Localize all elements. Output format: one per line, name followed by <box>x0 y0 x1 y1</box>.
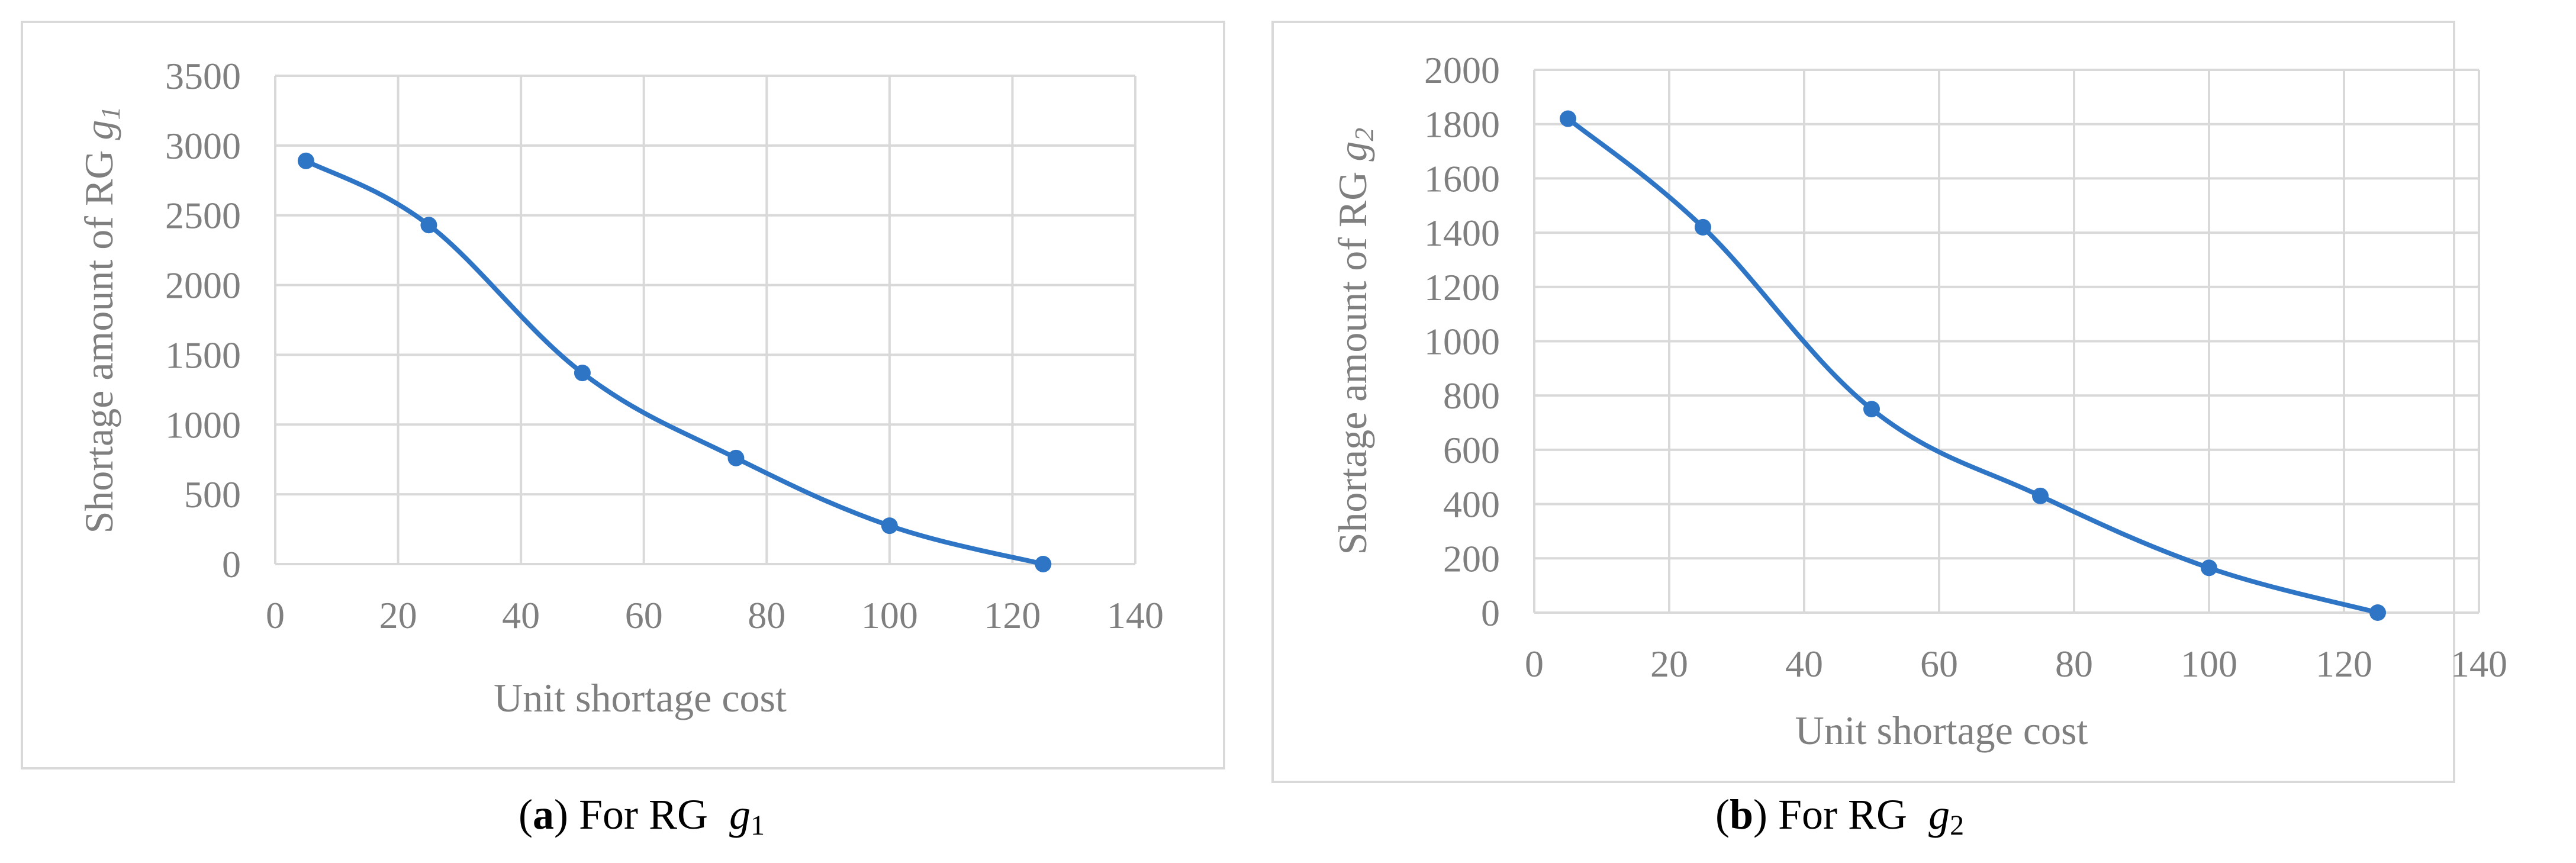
chart-b-data-point <box>2369 604 2386 621</box>
chart-b-y-tick-label: 600 <box>1443 429 1500 471</box>
caption-b-text: For RG <box>1778 791 1908 838</box>
chart-b-data-point <box>2032 487 2049 504</box>
chart-a-x-tick-label: 0 <box>266 594 285 636</box>
caption-a-sub: 1 <box>751 810 765 841</box>
chart-b-y-tick-label: 1200 <box>1424 266 1500 308</box>
chart-a-y-tick-label: 1500 <box>165 334 241 376</box>
caption-a-letter: a <box>532 791 554 838</box>
chart-a-x-axis-title: Unit shortage cost <box>494 675 787 720</box>
chart-a-x-tick-label: 40 <box>502 594 540 636</box>
chart-a-x-tick-label: 80 <box>748 594 785 636</box>
chart-b-y-tick-label: 0 <box>1481 592 1500 634</box>
chart-a-y-tick-label: 2500 <box>165 195 241 237</box>
chart-b-y-tick-label: 1600 <box>1424 157 1500 199</box>
chart-b-y-tick-label: 1400 <box>1424 212 1500 254</box>
chart-a-y-axis-title: Shortage amount of RG g1 <box>76 107 125 534</box>
chart-a-y-tick-label: 3000 <box>165 125 241 167</box>
chart-b-y-tick-label: 1000 <box>1424 321 1500 363</box>
chart-a-y-tick-label: 0 <box>222 543 241 585</box>
chart-a-y-tick-label: 1000 <box>165 404 241 446</box>
chart-a-y-tick-label: 500 <box>184 474 241 516</box>
chart-b-y-axis-title: Shortage amount of RG g2 <box>1330 128 1379 555</box>
caption-b-sub: 2 <box>1950 810 1965 841</box>
chart-b-y-tick-label: 800 <box>1443 375 1500 417</box>
chart-b-x-tick-label: 20 <box>1650 643 1688 685</box>
chart-b-x-tick-label: 40 <box>1785 643 1823 685</box>
chart-a-x-tick-label: 140 <box>1107 594 1164 636</box>
chart-a-data-point <box>420 217 437 234</box>
chart-b-x-tick-label: 80 <box>2055 643 2093 685</box>
chart-a-y-tick-label: 3500 <box>165 55 241 97</box>
chart-b-data-point <box>1560 110 1576 127</box>
chart-b-x-axis-title: Unit shortage cost <box>1795 708 2088 753</box>
chart-b-x-tick-label: 100 <box>2181 643 2237 685</box>
chart-b-series-line <box>1566 116 2380 615</box>
chart-a-data-point <box>881 517 898 534</box>
chart-b-x-tick-label: 120 <box>2316 643 2372 685</box>
chart-a-x-tick-label: 100 <box>861 594 918 636</box>
chart-a-x-tick-label: 20 <box>379 594 417 636</box>
chart-a-x-tick-label: 120 <box>984 594 1041 636</box>
chart-b-data-point <box>1695 218 1711 236</box>
chart-a-y-tick-label: 2000 <box>165 265 241 307</box>
caption-a: (a) For RG g1 <box>519 791 765 841</box>
caption-b-letter: b <box>1729 791 1754 838</box>
chart-b-x-tick-label: 140 <box>2451 643 2507 685</box>
chart-b-data-point <box>2201 559 2217 577</box>
chart-b-data-point <box>1863 401 1880 418</box>
chart-b-y-tick-label: 200 <box>1443 537 1500 579</box>
caption-b-var: g <box>1928 791 1950 838</box>
chart-a-data-point <box>574 365 591 382</box>
chart-a-x-tick-label: 60 <box>625 594 663 636</box>
chart-b-x-tick-label: 0 <box>1525 643 1544 685</box>
chart-a-data-point <box>297 152 314 169</box>
chart-b-y-tick-label: 1800 <box>1424 104 1500 146</box>
chart-b-y-tick-label: 400 <box>1443 484 1500 526</box>
chart-a-data-point <box>727 449 745 466</box>
chart-b-y-tick-label: 2000 <box>1424 49 1500 91</box>
caption-a-var: g <box>729 791 751 838</box>
chart-b-x-tick-label: 60 <box>1920 643 1958 685</box>
caption-b: (b) For RG g2 <box>1715 791 1965 841</box>
caption-a-text: For RG <box>578 791 709 838</box>
chart-a-data-point <box>1035 556 1052 572</box>
